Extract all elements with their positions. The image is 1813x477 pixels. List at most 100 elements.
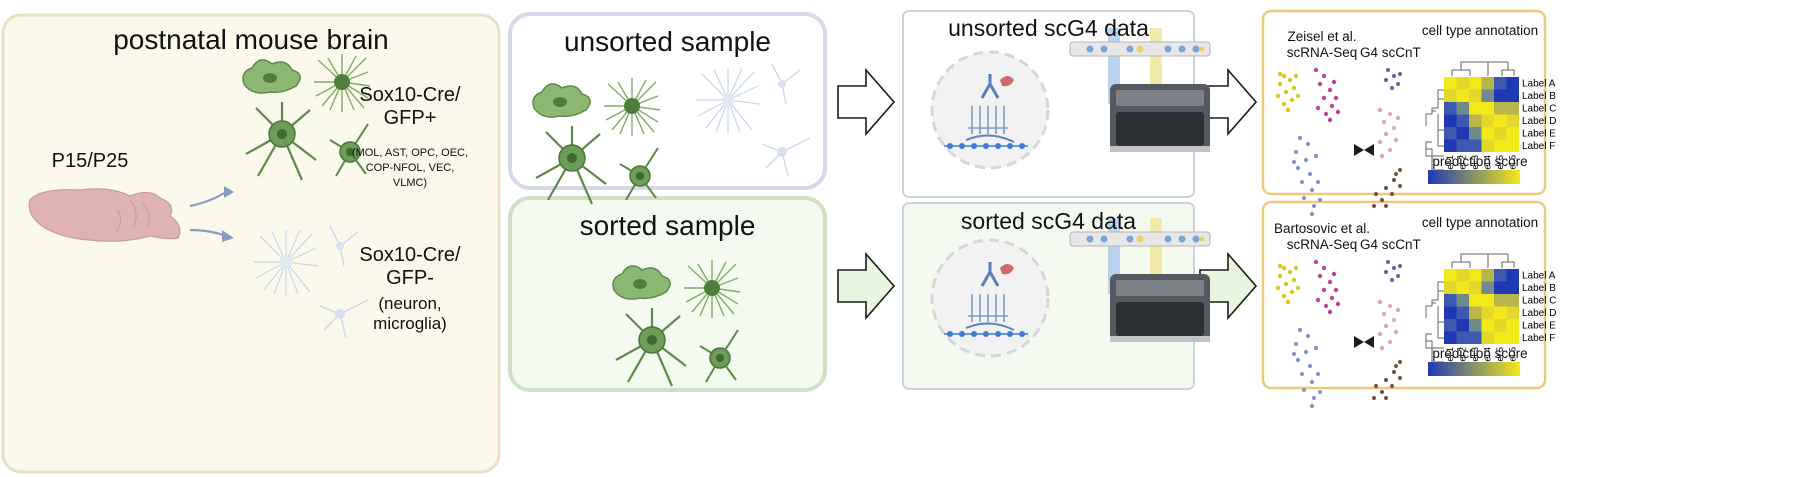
heatmap-title-bottom: cell type annotation <box>1421 215 1539 230</box>
heatmap-cell <box>1456 89 1469 102</box>
heatmap-cell <box>1506 331 1519 344</box>
heatmap-col-label: Label 5 <box>1495 347 1505 377</box>
gfp-positive-title: Sox10-Cre/ GFP+ <box>359 84 461 129</box>
heatmap-cell <box>1469 89 1482 102</box>
heatmap-cell <box>1506 127 1519 140</box>
heatmap-row-label: Label C <box>1522 104 1556 115</box>
heatmap-cell <box>1481 77 1494 90</box>
heatmap-cell <box>1506 319 1519 332</box>
heatmap-cell <box>1456 127 1469 140</box>
heatmap-cell <box>1494 139 1507 152</box>
heatmap-row-label: Label A <box>1522 79 1556 90</box>
heatmap-cell <box>1481 306 1494 319</box>
heatmap-cell <box>1481 139 1494 152</box>
heatmap-cell <box>1444 319 1457 332</box>
heatmap-cell <box>1481 294 1494 307</box>
heatmap-cell <box>1481 127 1494 140</box>
heatmap-cell <box>1444 281 1457 294</box>
heatmap-cell <box>1506 102 1519 115</box>
heatmap-cell <box>1469 319 1482 332</box>
heatmap-cell <box>1469 102 1482 115</box>
cut-and-tag-assay-icon-sorted <box>930 238 1050 358</box>
brain-panel-title: postnatal mouse brain <box>113 24 389 55</box>
heatmap-cell <box>1444 77 1457 90</box>
heatmap-col-label: Label 2 <box>1458 347 1468 377</box>
heatmap-cell <box>1494 269 1507 282</box>
prediction-score-colorbar-bottom <box>1428 362 1520 376</box>
heatmap-cell <box>1456 139 1469 152</box>
heatmap-cell <box>1506 89 1519 102</box>
heatmap-cell <box>1481 331 1494 344</box>
heatmap-cell <box>1494 127 1507 140</box>
heatmap-row-label: Label E <box>1522 321 1556 332</box>
sorted-sample-title: sorted sample <box>579 210 756 241</box>
heatmap-row-label: Label E <box>1522 129 1556 140</box>
heatmap-col-label: Label 1 <box>1445 155 1455 185</box>
heatmap-cell <box>1494 294 1507 307</box>
heatmap-cell <box>1444 269 1457 282</box>
heatmap-cell <box>1469 306 1482 319</box>
heatmap-cell <box>1444 306 1457 319</box>
gfp-negative-cell-types: (neuron, microglia) <box>373 294 447 333</box>
heatmap-cell <box>1481 89 1494 102</box>
heatmap-cell <box>1494 306 1507 319</box>
heatmap-cell <box>1494 114 1507 127</box>
heatmap-col-label: Label 3 <box>1470 347 1480 377</box>
prediction-score-colorbar-top <box>1428 170 1520 184</box>
heatmap-cell <box>1444 102 1457 115</box>
heatmap-cell <box>1456 306 1469 319</box>
heatmap-cell <box>1506 306 1519 319</box>
cut-and-tag-assay-icon <box>930 50 1050 170</box>
heatmap-cell <box>1444 294 1457 307</box>
score-label-top: prediction score <box>1432 154 1528 169</box>
heatmap-cell <box>1444 127 1457 140</box>
brain-panel <box>1 13 501 474</box>
arrow-to-sorted-data <box>837 251 896 321</box>
heatmap-cell <box>1469 139 1482 152</box>
score-label-bottom: prediction score <box>1432 346 1528 361</box>
heatmap-cell <box>1469 294 1482 307</box>
query-label-top: G4 scCnT <box>1360 45 1421 60</box>
heatmap-cell <box>1469 77 1482 90</box>
unsorted-data-title: unsorted scG4 data <box>948 15 1149 41</box>
heatmap-cell <box>1506 281 1519 294</box>
sort-arrow-gfp-pos <box>189 186 234 208</box>
heatmap-cell <box>1506 139 1519 152</box>
sorted-sample-panel <box>508 196 827 392</box>
heatmap-col-label: Label 4 <box>1483 155 1493 185</box>
heatmap-cell <box>1456 114 1469 127</box>
query-label-bottom: G4 scCnT <box>1360 237 1421 252</box>
heatmap-cell <box>1444 114 1457 127</box>
heatmap-cell <box>1494 102 1507 115</box>
heatmap-cell <box>1494 77 1507 90</box>
heatmap-title-top: cell type annotation <box>1421 23 1539 38</box>
heatmap-row-label: Label C <box>1522 296 1556 307</box>
heatmap-cell <box>1469 331 1482 344</box>
heatmap-cell <box>1444 89 1457 102</box>
sort-arrow-gfp-neg <box>189 228 234 242</box>
heatmap-col-label: Label 2 <box>1458 155 1468 185</box>
heatmap-col-label: Label 3 <box>1470 155 1480 185</box>
heatmap-col-label: Label 6 <box>1508 155 1518 185</box>
heatmap-cell <box>1444 331 1457 344</box>
heatmap-cell <box>1469 281 1482 294</box>
heatmap-cell <box>1481 102 1494 115</box>
heatmap-cell <box>1506 269 1519 282</box>
heatmap-row-label: Label D <box>1522 308 1556 319</box>
gfp-positive-cell-types: (MOL, AST, OPC, OEC, COP-NFOL, VEC, VLMC… <box>351 147 469 189</box>
heatmap-cell <box>1469 127 1482 140</box>
reference-label-top: Zeisel et al. scRNA-Seq <box>1286 29 1358 60</box>
heatmap-cell <box>1494 319 1507 332</box>
heatmap-cell <box>1456 102 1469 115</box>
sorted-data-title: sorted scG4 data <box>960 208 1137 234</box>
heatmap-row-label: Label B <box>1522 283 1556 294</box>
heatmap-col-label: Label 6 <box>1508 347 1518 377</box>
heatmap-row-label: Label F <box>1522 141 1555 152</box>
mouse-brain-icon <box>28 188 181 242</box>
heatmap-row-label: Label B <box>1522 91 1556 102</box>
heatmap-cell <box>1456 281 1469 294</box>
heatmap-cell <box>1444 139 1457 152</box>
heatmap-cell <box>1456 294 1469 307</box>
arrow-to-unsorted-data <box>837 67 896 137</box>
